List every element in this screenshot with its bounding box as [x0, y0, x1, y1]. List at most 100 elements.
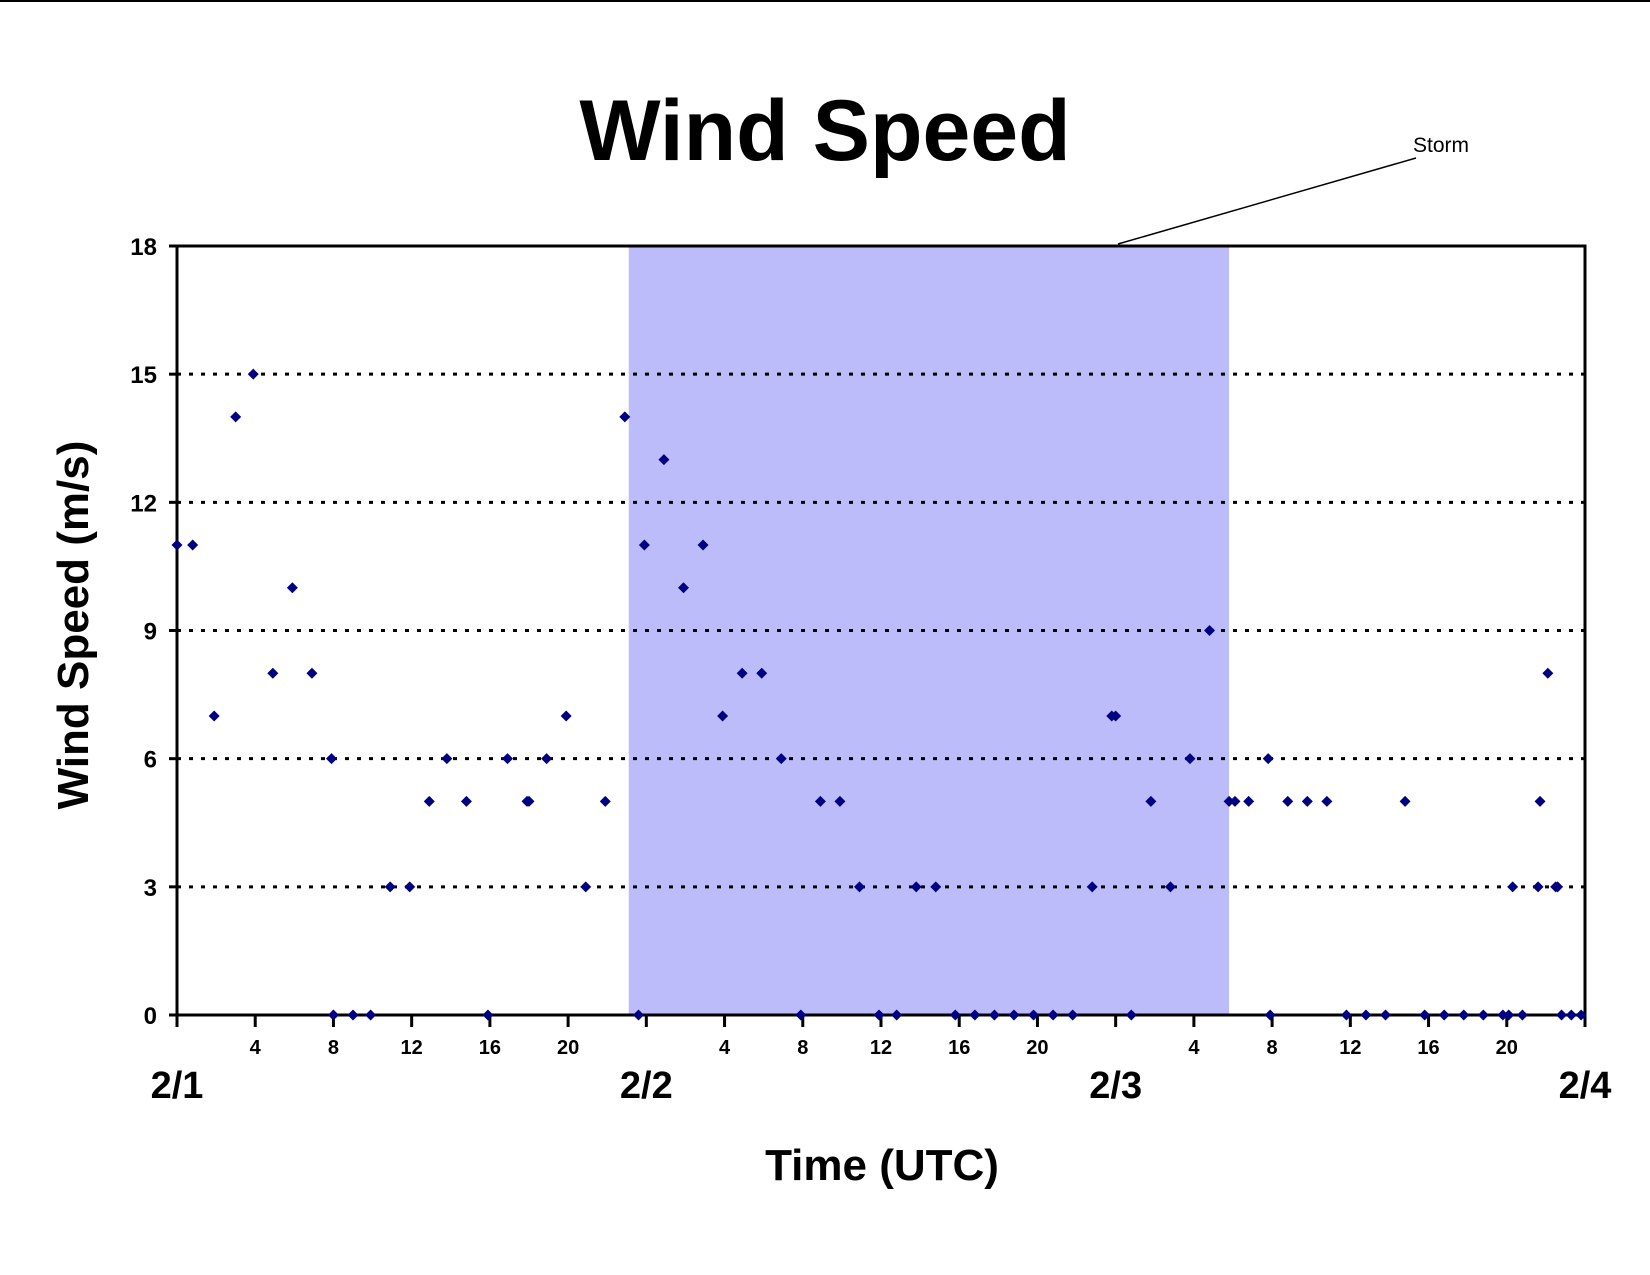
data-point [460, 795, 472, 807]
x-tick-label: 20 [1026, 1037, 1048, 1059]
data-point [1565, 1009, 1577, 1021]
x-tick-label: 12 [1339, 1037, 1361, 1059]
data-point [834, 795, 846, 807]
y-tick-label: 6 [144, 747, 157, 774]
data-point [969, 1009, 981, 1021]
y-axis-ticks: 0 3 6 9 12 15 18 [130, 234, 177, 1030]
data-point [560, 710, 572, 722]
data-point [1516, 1009, 1528, 1021]
data-point [873, 1009, 885, 1021]
x-tick-label: 12 [870, 1037, 892, 1059]
data-point [736, 667, 748, 679]
storm-annotation: Storm [1117, 134, 1469, 245]
data-point [286, 582, 298, 594]
x-day-label: 2/4 [1559, 1065, 1612, 1107]
x-tick-label: 20 [557, 1037, 579, 1059]
data-point [1184, 753, 1196, 765]
data-point [306, 667, 318, 679]
data-point [1282, 795, 1294, 807]
data-point [756, 667, 768, 679]
storm-leader-line [1117, 157, 1417, 245]
y-tick-label: 18 [130, 234, 157, 261]
data-point [325, 753, 337, 765]
data-point [1419, 1009, 1431, 1021]
data-point [1145, 795, 1157, 807]
data-point [853, 881, 865, 893]
y-tick-label: 15 [130, 362, 157, 389]
data-point [230, 411, 242, 423]
x-tick-label: 16 [479, 1037, 501, 1059]
data-point [910, 881, 922, 893]
data-point [347, 1009, 359, 1021]
x-day-label: 2/2 [620, 1065, 673, 1107]
storm-band [628, 246, 1230, 1015]
x-tick-label: 4 [250, 1037, 262, 1059]
x-tick-label: 4 [1188, 1037, 1200, 1059]
data-point [171, 539, 183, 551]
data-point [1067, 1009, 1079, 1021]
data-point [404, 881, 416, 893]
data-point [677, 582, 689, 594]
storm-label: Storm [1413, 134, 1469, 157]
data-point [267, 667, 279, 679]
data-point [384, 881, 396, 893]
data-point [1360, 1009, 1372, 1021]
x-axis-label: Time (UTC) [765, 1141, 999, 1190]
data-point [1438, 1009, 1450, 1021]
data-point [891, 1009, 903, 1021]
data-point [814, 795, 826, 807]
x-tick-label: 16 [948, 1037, 970, 1059]
data-point [501, 753, 513, 765]
x-day-label: 2/3 [1089, 1065, 1142, 1107]
data-point [1556, 1009, 1568, 1021]
data-point [1262, 753, 1274, 765]
data-point [1047, 1009, 1059, 1021]
data-point [949, 1009, 961, 1021]
data-point [930, 881, 942, 893]
x-tick-label: 16 [1417, 1037, 1439, 1059]
data-point [697, 539, 709, 551]
data-point [482, 1009, 494, 1021]
x-tick-label: 12 [401, 1037, 423, 1059]
data-point [1110, 710, 1122, 722]
data-point [1575, 1009, 1587, 1021]
x-axis-ticks: 4 8 12 16 20 4 8 12 16 20 4 8 12 16 20 2/1 2/2 2/3 2/4 [151, 1015, 1612, 1107]
chart-title: Wind Speed [579, 83, 1070, 179]
y-tick-label: 0 [144, 1003, 157, 1030]
data-point [1229, 795, 1241, 807]
data-point [365, 1009, 377, 1021]
data-point [580, 881, 592, 893]
data-point [1534, 795, 1546, 807]
data-point [208, 710, 220, 722]
data-point [658, 454, 670, 466]
data-point [775, 753, 787, 765]
data-point [541, 753, 553, 765]
x-tick-label: 8 [797, 1037, 808, 1059]
data-point [1458, 1009, 1470, 1021]
data-point [441, 753, 453, 765]
data-point [988, 1009, 1000, 1021]
data-point [1399, 795, 1411, 807]
data-point [1503, 1009, 1515, 1021]
data-point [1243, 795, 1255, 807]
data-point [1507, 881, 1519, 893]
data-point [423, 795, 435, 807]
data-point [523, 795, 535, 807]
data-point [633, 1009, 645, 1021]
data-point [1321, 795, 1333, 807]
data-point [1497, 1009, 1509, 1021]
data-point [1008, 1009, 1020, 1021]
y-tick-label: 3 [144, 875, 157, 902]
y-axis-label: Wind Speed (m/s) [49, 441, 98, 810]
data-point [247, 368, 259, 380]
data-point [638, 539, 650, 551]
data-points [171, 368, 1587, 1021]
x-tick-label: 8 [1267, 1037, 1278, 1059]
data-point [1380, 1009, 1392, 1021]
data-point [1532, 881, 1544, 893]
data-point [1028, 1009, 1040, 1021]
data-point [599, 795, 611, 807]
data-point [1264, 1009, 1276, 1021]
y-tick-label: 9 [144, 619, 157, 646]
